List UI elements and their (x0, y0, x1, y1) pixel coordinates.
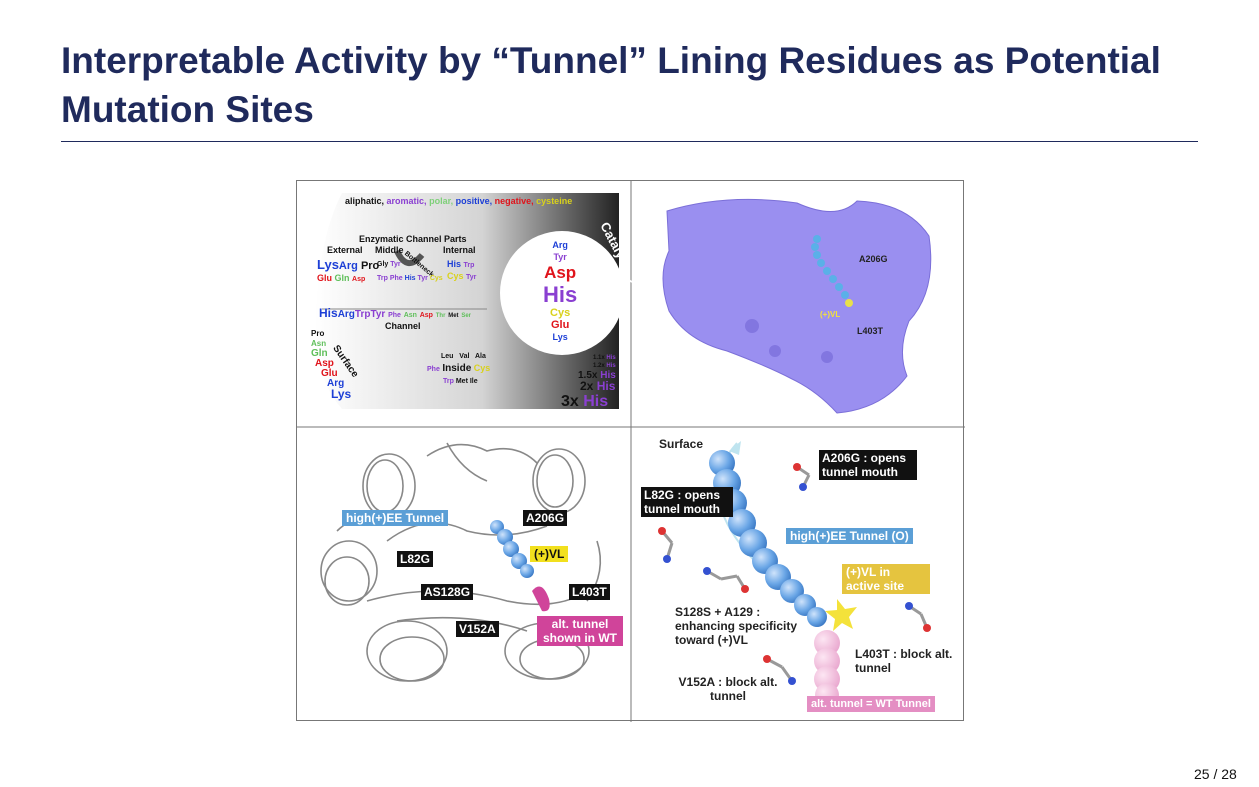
atlas-inside-row2: Phe Inside Cys (427, 363, 491, 374)
zoom-alt-tunnel (814, 630, 840, 707)
slide-title: Interpretable Activity by “Tunnel” Linin… (61, 40, 1161, 130)
atlas-middle-row2: Trp Phe His Tyr Cys (377, 275, 443, 282)
atlas-middle: Middle (375, 245, 404, 255)
cartoon-alt-tunnel-label: alt. tunnel shown in WT (537, 616, 623, 646)
surface-label-vl: (+)VL (820, 310, 841, 319)
atlas-external: External (327, 245, 363, 255)
zoom-l82g-label: L82G : opens tunnel mouth (641, 487, 733, 517)
atlas-external-row2: Glu Gln Asp (317, 273, 366, 283)
cartoon-l403t-label: L403T (569, 584, 610, 600)
atlas-scale: 1.1x His 1.2x His (593, 355, 616, 369)
atlas-internal-row2: Cys Tyr (447, 271, 477, 281)
cartoon-tunnel-label: high(+)EE Tunnel (342, 510, 449, 526)
atlas-inside-row3: Trp Met Ile (443, 378, 478, 385)
atlas-external-row1: LysArg Pro (317, 257, 380, 272)
cartoon-v152a-label: V152A (456, 621, 499, 637)
vl-ligand (825, 599, 857, 631)
cartoon-a206g-label: A206G (523, 510, 568, 526)
surface-pocket (821, 351, 833, 363)
surface-pocket (769, 345, 781, 357)
surface-pocket (745, 319, 759, 333)
atlas-legend: aliphatic, aromatic, polar, positive, ne… (345, 196, 573, 206)
page-number: 25 / 28 (1194, 766, 1237, 782)
figure-panel: aliphatic, aromatic, polar, positive, ne… (296, 180, 965, 722)
tunnel-arrowhead (729, 441, 741, 455)
cartoon-tunnel (490, 520, 534, 578)
stick-atoms (658, 463, 931, 685)
atlas-channel-label: Channel (385, 321, 421, 331)
atlas-scale-3x: 3x His (561, 393, 609, 410)
zoom-surface-label: Surface (659, 437, 704, 451)
surface-label-l403t: L403T (857, 326, 884, 336)
zoom-tunnel-label: high(+)EE Tunnel (O) (786, 528, 913, 544)
atlas-internal-row1: His Trp (447, 259, 475, 269)
zoom-alt-tunnel-label: alt. tunnel = WT Tunnel (807, 696, 935, 712)
alt-tunnel-shape (532, 586, 550, 612)
cartoon-l82g-label: L82G (397, 551, 434, 567)
atlas-middle-row1: Gly Tyr (377, 261, 401, 268)
atlas-catalytic-column: Arg Tyr Asp His Cys Glu Lys (543, 240, 578, 342)
cartoon-vl-label: (+)VL (530, 546, 569, 562)
atlas-surface-column: Pro Asn Gln Asp Glu Arg Lys (311, 329, 352, 401)
atlas-scale-15: 1.5x His (578, 370, 616, 381)
zoom-vl-label: (+)VL in active site (842, 564, 930, 594)
atlas-channel-row: HisArgTrpTyr Phe Asn Asp Thr Met Ser (319, 306, 472, 320)
cartoon-as128g-label: AS128G (421, 584, 474, 600)
atlas-internal: Internal (443, 245, 476, 255)
bottleneck-shape (394, 249, 425, 266)
zoom-s128s-label: S128S + A129 : enhancing specificity tow… (675, 605, 798, 647)
atlas-cutout (500, 231, 624, 355)
zoom-v152a-label: V152A : block alt. tunnel (678, 675, 778, 703)
figure-graphics (297, 181, 965, 722)
ribbon-cartoon (320, 442, 602, 682)
atlas-channel-parts: Enzymatic Channel Parts (359, 234, 467, 244)
title-divider (61, 141, 1198, 142)
atlas-scale-2x: 2x His (580, 379, 616, 393)
protein-surface (662, 198, 932, 414)
surface-tunnel (811, 235, 853, 307)
zoom-a206g-label: A206G : opens tunnel mouth (819, 450, 917, 480)
zoom-l403t-label: L403T : block alt. tunnel (855, 647, 953, 675)
atlas-inside-row1: Leu Val Ala (441, 353, 486, 360)
surface-label-a206g: A206G (859, 254, 888, 264)
